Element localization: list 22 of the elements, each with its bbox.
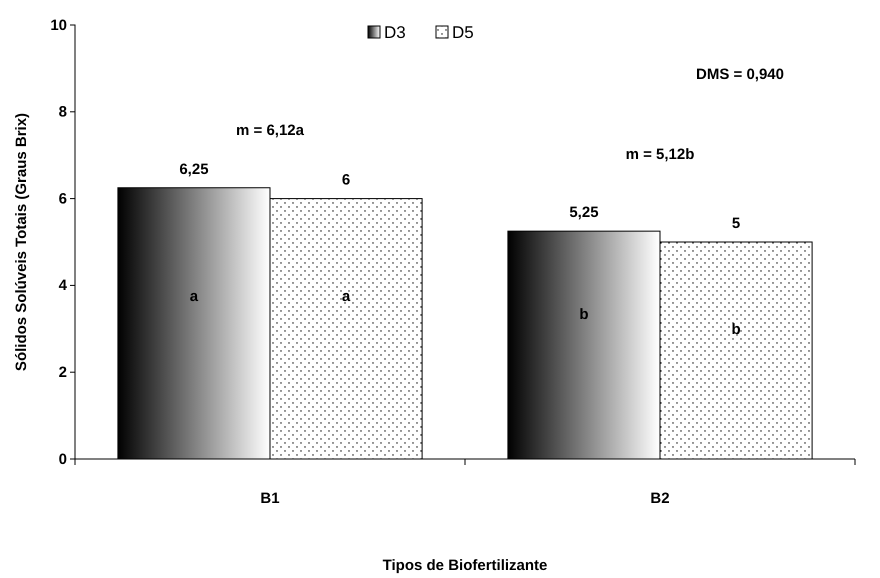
data-label: 6,25	[179, 160, 209, 178]
data-label: 5,25	[569, 204, 599, 222]
legend-label: D3	[384, 23, 406, 42]
legend-label: D5	[452, 23, 474, 42]
data-label: 6	[342, 172, 350, 189]
annotation: b	[579, 306, 589, 323]
annotation: a	[190, 288, 199, 305]
y-tick-label: 4	[58, 277, 68, 294]
x-tick-label: B2	[650, 490, 670, 507]
y-tick-label: 0	[58, 450, 67, 468]
y-axis-title: Sólidos Solúveis Totais (Graus Brix)	[13, 112, 30, 372]
annotation: DMS = 0,940	[696, 66, 784, 83]
annotation: a	[342, 288, 351, 305]
y-tick-label: 6	[58, 190, 67, 208]
annotation: m = 5,12b	[626, 146, 694, 163]
x-axis-title: Tipos de Biofertilizante	[382, 557, 548, 574]
y-tick-label: 10	[50, 16, 67, 34]
y-tick-label: 2	[58, 364, 67, 381]
y-tick-label: 8	[58, 104, 67, 121]
x-tick-label: B1	[260, 490, 280, 507]
data-label: 5	[732, 215, 740, 232]
annotation: m = 6,12a	[236, 122, 305, 139]
